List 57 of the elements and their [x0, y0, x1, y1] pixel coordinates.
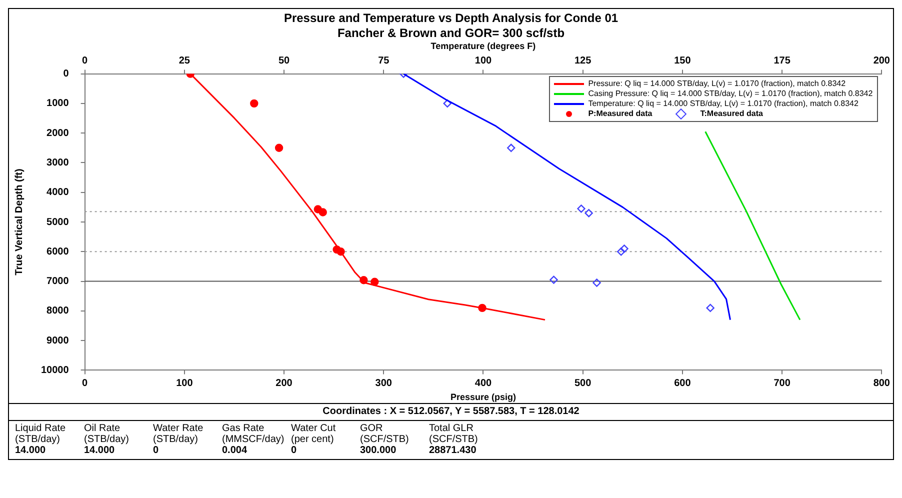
text: 0.004 [222, 445, 248, 456]
text: Total GLR (SCF/STB) [429, 423, 479, 445]
chart-title: Pressure and Temperature vs Depth Analysis for Conde 01 [282, 11, 620, 26]
y-tick-label: 5000 [46, 216, 70, 228]
x2-tick-label: 75 [378, 56, 390, 67]
y-tick-label: 10000 [40, 364, 70, 376]
x-tick-label: 400 [474, 378, 492, 389]
text: Gas Rate (MMSCF/day) [222, 423, 284, 445]
y-axis-title: True Vertical Depth (ft) [14, 168, 25, 276]
x-tick-label: 500 [574, 378, 592, 389]
text: 14.000 [15, 445, 47, 456]
point [250, 99, 258, 108]
x2-tick-label: 25 [178, 56, 190, 67]
chart-subtitle: Fancher & Brown and GOR= 300 scf/stb [336, 26, 566, 41]
text: Water Rate (STB/day) [153, 423, 204, 445]
x-tick-label: 800 [873, 378, 890, 389]
y-tick-label: 8000 [46, 306, 70, 317]
x-tick-label: 300 [375, 378, 392, 389]
x2-axis-title: Temperature (degrees F) [430, 40, 536, 51]
text: 28871.430 [429, 445, 478, 456]
point [274, 144, 284, 152]
text: 14.000 [84, 445, 116, 456]
y-tick-label: 1000 [46, 98, 70, 110]
y-tick-label: 4000 [46, 187, 70, 198]
x2-tick-label: 200 [873, 56, 890, 67]
x-tick-label: 200 [276, 378, 293, 389]
y-tick-label: 2000 [46, 128, 70, 139]
y-tick-label: 9000 [46, 335, 70, 346]
legend-label: Casing Pressure: Q liq = 14.000 STB/day, L(v) = 1.0170 (fraction), match 0.8342 [588, 88, 873, 99]
y-tick-label: 3000 [46, 157, 70, 168]
x-tick-label: 100 [176, 378, 194, 389]
x2-tick-label: 175 [774, 56, 791, 67]
x2-tick-label: 100 [474, 56, 492, 67]
legend-label: Pressure: Q liq = 14.000 STB/day, L(v) = 1.0170 (fraction), match 0.8342 [588, 78, 846, 89]
legend-label: Temperature: Q liq = 14.000 STB/day, L(v) = 1.0170 (fraction), match 0.8342 [588, 98, 858, 109]
x2-tick-label: 50 [278, 56, 290, 67]
x-tick-label: 0 [82, 378, 88, 389]
legend-label: P:Measured data [588, 108, 652, 119]
text: 0 [291, 445, 298, 456]
y-tick-label: 0 [63, 68, 70, 80]
x-tick-label: 700 [774, 378, 791, 389]
text: Liquid Rate (STB/day) [15, 423, 67, 445]
x-tick-label: 600 [674, 378, 692, 389]
point [318, 208, 327, 216]
legend-label: T:Measured data [700, 108, 763, 119]
x2-tick-label: 125 [574, 56, 592, 67]
text: Oil Rate (STB/day) [84, 423, 130, 445]
x2-tick-label: 150 [674, 56, 692, 67]
text: GOR (SCF/STB) [360, 423, 410, 445]
y-tick-label: 7000 [46, 276, 70, 288]
y-tick-label: 6000 [46, 246, 70, 258]
text: Coordinates : X = 512.0567, Y = 5587.583, T = 128.0142 [9, 403, 893, 421]
text: 300.000 [360, 445, 398, 456]
text: Water Cut (per cent) [291, 423, 337, 445]
x2-tick-label: 0 [82, 56, 88, 67]
text: 0 [153, 445, 160, 456]
x-axis-title: Pressure (psig) [450, 392, 516, 402]
